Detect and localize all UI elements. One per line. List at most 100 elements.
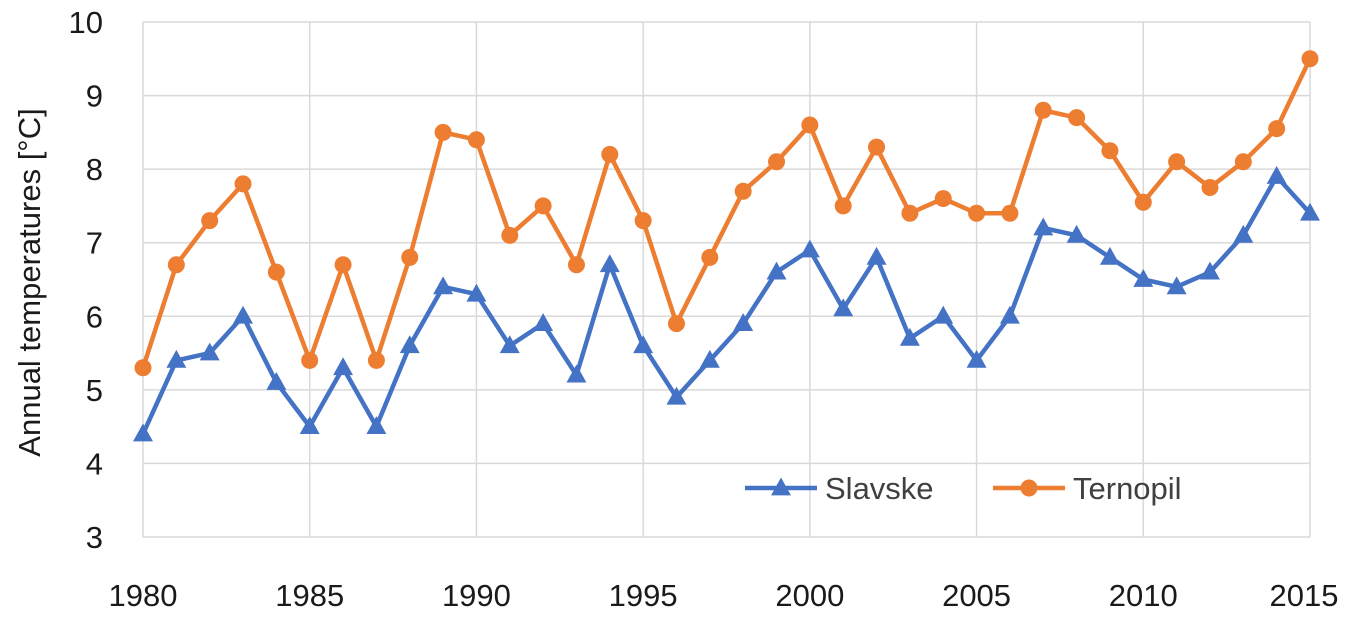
data-point-ternopil [601,145,619,163]
data-point-ternopil [334,256,352,274]
y-tick-label: 3 [86,520,103,555]
data-point-ternopil [401,248,419,266]
data-point-slavske [1300,202,1320,221]
data-point-slavske [1199,261,1220,280]
data-point-slavske [899,327,920,346]
data-point-ternopil [467,131,485,149]
data-point-slavske [1166,276,1187,295]
data-point-slavske [833,298,854,317]
series-lines [140,57,1313,435]
data-point-slavske [399,335,420,354]
data-point-slavske [999,305,1020,324]
data-point-ternopil [1234,153,1252,171]
x-tick-label: 2000 [775,578,844,613]
data-point-slavske [299,416,320,434]
legend-marker-slavske [771,477,791,496]
data-point-ternopil [1101,142,1119,160]
data-point-slavske [466,283,487,302]
series-line-slavske [140,174,1312,435]
x-tick-label: 1985 [275,578,344,613]
data-point-ternopil [301,351,319,369]
data-point-ternopil [701,248,719,266]
x-tick-label: 2005 [942,578,1011,613]
data-point-slavske [1133,269,1154,287]
data-point-slavske [933,305,954,324]
data-point-ternopil [1301,50,1319,68]
data-point-slavske [366,416,387,434]
y-tick-label: 9 [86,79,103,114]
data-point-ternopil [801,116,819,134]
data-point-slavske [599,254,620,273]
data-point-slavske [1266,166,1287,184]
series-markers [133,50,1320,442]
x-tick-label: 1995 [609,578,678,613]
y-tick-label: 7 [86,226,103,261]
data-point-slavske [166,349,187,368]
data-point-slavske [499,335,520,354]
gridlines [142,21,1311,538]
data-point-ternopil [634,212,652,230]
y-tick-label: 6 [86,299,103,334]
data-point-ternopil [734,182,752,200]
data-point-slavske [1066,224,1087,243]
y-axis-title: Annual temperatures [°C] [12,108,47,456]
legend-label-slavske: Slavske [825,471,934,506]
data-point-slavske [533,313,554,331]
x-tick-label: 1990 [442,578,511,613]
data-point-slavske [199,342,220,361]
data-point-slavske [1233,224,1254,243]
series-line-ternopil [140,57,1313,369]
data-point-slavske [566,364,587,383]
data-point-slavske [133,423,153,442]
data-point-ternopil [1268,120,1286,138]
data-point-slavske [699,349,720,368]
data-point-ternopil [167,256,185,274]
data-point-ternopil [201,212,219,230]
x-tick-label: 1980 [109,578,178,613]
data-point-ternopil [1134,193,1152,211]
data-point-ternopil [934,190,952,208]
data-point-ternopil [901,204,919,222]
data-point-ternopil [1068,109,1086,127]
data-point-ternopil [768,153,786,171]
x-tick-label: 2010 [1109,578,1178,613]
legend-marker-ternopil [1020,479,1038,497]
data-point-ternopil [534,197,552,215]
data-point-slavske [633,335,654,354]
data-point-slavske [233,305,254,324]
legend: Slavske Ternopil [745,471,1182,506]
data-point-ternopil [567,256,585,274]
y-tick-label: 10 [69,5,103,40]
data-point-ternopil [667,315,685,333]
data-point-ternopil [968,204,986,222]
data-point-ternopil [1001,204,1019,222]
data-point-ternopil [1034,101,1052,119]
data-point-ternopil [367,351,385,369]
data-point-ternopil [1168,153,1186,171]
data-point-slavske [266,372,287,390]
y-tick-label: 8 [86,152,103,187]
data-point-ternopil [868,138,886,156]
y-tick-label: 5 [86,373,103,408]
data-point-slavske [333,357,354,376]
data-point-slavske [666,386,687,405]
data-point-slavske [799,239,820,258]
data-point-ternopil [501,226,519,244]
data-point-ternopil [134,359,152,377]
data-point-slavske [733,313,754,331]
y-tick-label: 4 [86,446,103,481]
data-point-slavske [1099,246,1120,265]
data-point-slavske [966,349,987,368]
data-point-slavske [866,246,887,265]
data-point-ternopil [234,175,252,193]
data-point-slavske [1033,217,1054,236]
legend-label-ternopil: Ternopil [1073,471,1182,506]
data-point-ternopil [267,263,285,281]
tick-labels: 3 4 5 6 7 8 9 10 1980 1985 1990 1995 2000 2005 2010 201… [69,5,1339,613]
data-point-slavske [433,276,454,295]
data-point-ternopil [434,123,452,141]
data-point-ternopil [1201,179,1219,197]
data-point-slavske [766,261,787,280]
